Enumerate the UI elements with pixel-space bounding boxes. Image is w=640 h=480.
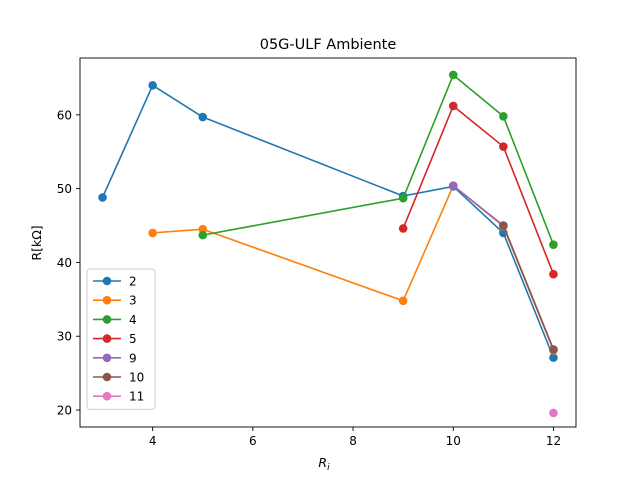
legend-marker-2 xyxy=(102,276,112,286)
x-axis-label: Ri xyxy=(318,455,330,473)
legend-label-10: 10 xyxy=(129,371,144,385)
axes-frame xyxy=(79,57,577,428)
legend-label-4: 4 xyxy=(129,313,137,327)
y-tick-label-0: 20 xyxy=(57,404,72,418)
data-point-5-1 xyxy=(448,101,458,111)
data-point-2-2 xyxy=(198,112,208,122)
data-point-3-1 xyxy=(198,224,208,234)
series-line-10 xyxy=(502,224,555,351)
legend-entry-4: 4 xyxy=(93,313,137,327)
y-axis-label: R[kΩ] xyxy=(29,225,44,260)
legend-marker-5 xyxy=(102,334,112,343)
series-5 xyxy=(398,101,558,279)
data-point-2-1 xyxy=(148,81,157,90)
legend-marker-4 xyxy=(102,315,112,324)
data-point-2-6 xyxy=(549,353,558,362)
legend-entry-11: 11 xyxy=(93,390,144,404)
data-point-11-0 xyxy=(549,408,558,418)
data-point-4-4 xyxy=(549,240,558,250)
legend-entry-3: 3 xyxy=(93,294,137,308)
data-point-10-0 xyxy=(499,221,508,230)
data-point-3-2 xyxy=(398,296,408,306)
legend-label-9: 9 xyxy=(129,351,137,365)
legend-marker-11 xyxy=(102,391,112,401)
data-point-3-0 xyxy=(148,228,157,238)
data-point-4-0 xyxy=(198,230,208,240)
series-10 xyxy=(499,221,558,354)
y-tick-label-4: 60 xyxy=(57,108,72,122)
x-tick-label-2: 8 xyxy=(349,434,357,448)
data-point-2-0 xyxy=(98,193,107,202)
legend-label-3: 3 xyxy=(129,294,137,308)
legend-label-5: 5 xyxy=(129,332,137,346)
data-point-9-0 xyxy=(448,181,458,190)
data-point-5-3 xyxy=(549,269,558,279)
plot-area xyxy=(98,70,558,418)
legend-label-2: 2 xyxy=(129,275,137,289)
series-4 xyxy=(198,70,558,250)
data-point-4-1 xyxy=(398,193,408,203)
series-11 xyxy=(549,408,558,418)
legend-entry-2: 2 xyxy=(93,275,137,289)
y-tick-label-2: 40 xyxy=(57,256,72,270)
y-tick-label-1: 30 xyxy=(57,330,72,344)
x-tick-label-3: 10 xyxy=(446,434,461,448)
data-point-5-0 xyxy=(398,224,408,233)
data-point-10-1 xyxy=(549,345,558,354)
legend: 2 3 4 5 9 10 11 xyxy=(86,268,156,410)
legend-marker-10 xyxy=(102,372,112,382)
legend-marker-3 xyxy=(102,295,112,305)
legend-entry-5: 5 xyxy=(93,332,137,346)
legend-label-11: 11 xyxy=(129,390,144,404)
x-tick-label-0: 4 xyxy=(149,434,157,448)
data-point-5-2 xyxy=(499,142,508,151)
data-point-4-3 xyxy=(499,112,508,121)
x-tick-label-1: 6 xyxy=(249,434,257,448)
y-tick-label-3: 50 xyxy=(57,182,72,196)
legend-entry-10: 10 xyxy=(93,371,144,385)
legend-marker-9 xyxy=(102,353,112,363)
x-tick-label-4: 12 xyxy=(546,434,561,448)
axes: 4 6 8 10 12 20 30 40 50 60 xyxy=(57,57,577,448)
chart-title: 05G-ULF Ambiente xyxy=(260,37,397,53)
series-line-5 xyxy=(402,105,555,276)
legend-entry-9: 9 xyxy=(93,351,137,365)
data-point-4-2 xyxy=(448,70,458,80)
